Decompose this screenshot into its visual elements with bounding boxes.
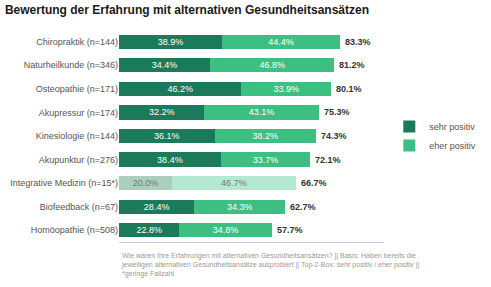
svg-text:sehr positiv: sehr positiv <box>429 122 475 132</box>
svg-text:eher positiv: eher positiv <box>429 141 476 151</box>
svg-text:81.2%: 81.2% <box>339 60 365 70</box>
svg-text:Bewertung der Erfahrung mit al: Bewertung der Erfahrung mit alternativen… <box>5 3 369 17</box>
svg-text:28.4%: 28.4% <box>144 202 170 212</box>
svg-text:38.2%: 38.2% <box>253 131 279 141</box>
svg-text:Chiropraktik (n=144): Chiropraktik (n=144) <box>36 37 118 47</box>
svg-text:Akupunktur (n=276): Akupunktur (n=276) <box>39 155 118 165</box>
svg-text:72.1%: 72.1% <box>315 155 341 165</box>
svg-text:36.1%: 36.1% <box>154 131 180 141</box>
svg-text:75.3%: 75.3% <box>324 107 350 117</box>
svg-text:34.8%: 34.8% <box>213 225 239 235</box>
svg-text:Naturheilkunde (n=346): Naturheilkunde (n=346) <box>24 60 118 70</box>
svg-text:Osteopathie (n=171): Osteopathie (n=171) <box>36 84 118 94</box>
svg-text:Homöopathie (n=508): Homöopathie (n=508) <box>31 225 118 235</box>
svg-text:62.7%: 62.7% <box>290 202 316 212</box>
svg-text:Wie waren Ihre Erfahrungen mit: Wie waren Ihre Erfahrungen mit alternati… <box>121 252 420 278</box>
svg-text:34.4%: 34.4% <box>152 60 178 70</box>
svg-text:Biofeedback (n=67): Biofeedback (n=67) <box>40 202 118 212</box>
svg-text:34.3%: 34.3% <box>227 202 253 212</box>
svg-text:46.2%: 46.2% <box>167 84 193 94</box>
svg-text:57.7%: 57.7% <box>277 225 303 235</box>
svg-text:Kinesiologie (n=144): Kinesiologie (n=144) <box>36 131 118 141</box>
svg-text:Akupressur (n=174): Akupressur (n=174) <box>39 108 118 118</box>
svg-text:38.9%: 38.9% <box>158 37 184 47</box>
svg-text:20.0%: 20.0% <box>133 178 159 188</box>
svg-text:33.7%: 33.7% <box>253 155 279 165</box>
svg-text:46.7%: 46.7% <box>221 178 247 188</box>
svg-text:83.3%: 83.3% <box>345 37 371 47</box>
svg-text:46.8%: 46.8% <box>259 60 285 70</box>
svg-text:74.3%: 74.3% <box>321 131 347 141</box>
svg-text:66.7%: 66.7% <box>301 178 327 188</box>
svg-text:33.9%: 33.9% <box>274 84 300 94</box>
svg-text:80.1%: 80.1% <box>336 84 362 94</box>
svg-text:38.4%: 38.4% <box>157 155 183 165</box>
svg-text:22.8%: 22.8% <box>136 225 162 235</box>
svg-text:44.4%: 44.4% <box>268 37 294 47</box>
svg-text:43.1%: 43.1% <box>249 107 275 117</box>
svg-text:Integrative Medizin (n=15*): Integrative Medizin (n=15*) <box>10 178 118 188</box>
svg-text:32.2%: 32.2% <box>149 107 175 117</box>
